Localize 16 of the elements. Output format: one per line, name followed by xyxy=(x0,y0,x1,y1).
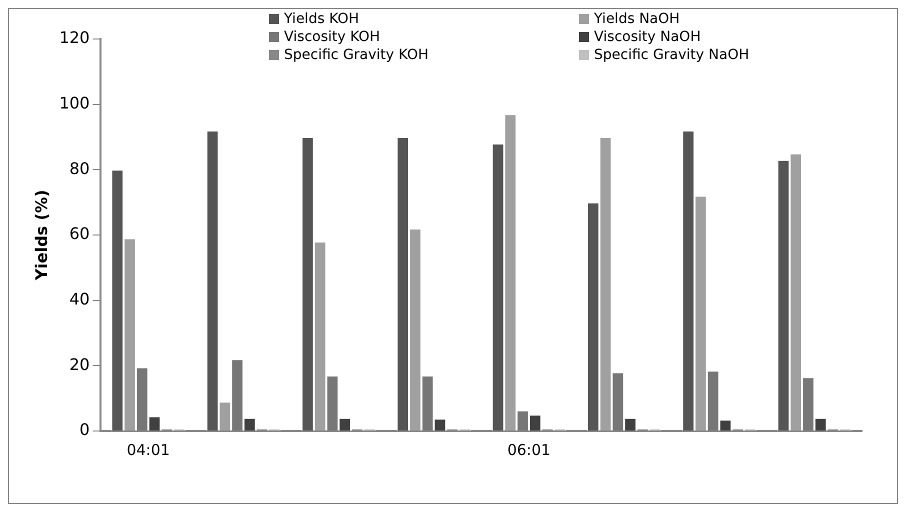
legend-label: Viscosity KOH xyxy=(284,29,380,45)
y-axis-title: Yields (%) xyxy=(32,190,51,282)
x-tick-label: 06:01 xyxy=(507,440,551,459)
legend-label: Specific Gravity NaOH xyxy=(594,47,750,63)
legend-label: Viscosity NaOH xyxy=(594,29,701,45)
y-tick-label: 40 xyxy=(69,289,90,308)
y-tick-label: 0 xyxy=(80,420,90,440)
y-tick-label: 80 xyxy=(69,158,90,178)
legend-label: Yields NaOH xyxy=(594,11,680,27)
legend-label: Specific Gravity KOH xyxy=(284,47,428,63)
x-tick-label: 04:01 xyxy=(126,440,170,459)
y-tick-label: 120 xyxy=(59,28,90,48)
y-tick-label: 60 xyxy=(69,224,90,244)
legend-label: Yields KOH xyxy=(284,11,360,27)
y-tick-label: 100 xyxy=(59,93,90,112)
y-tick-label: 20 xyxy=(69,354,90,374)
